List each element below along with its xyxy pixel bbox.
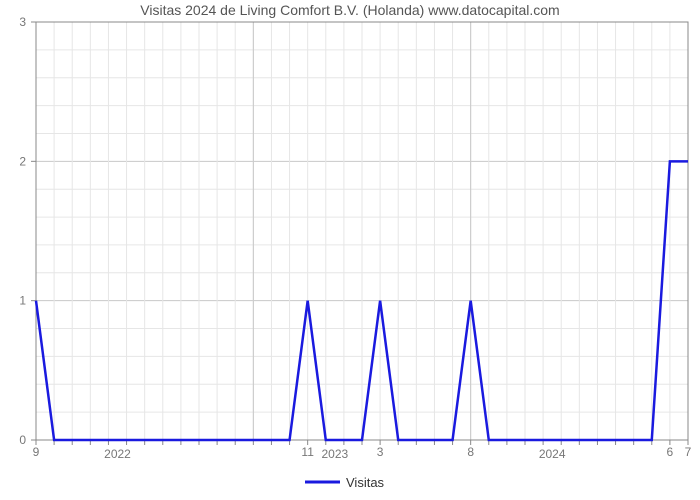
y-tick-label: 1 (19, 294, 26, 308)
legend-label: Visitas (346, 475, 385, 490)
point-label: 3 (377, 445, 384, 459)
point-label: 11 (301, 445, 314, 459)
x-tick-label: 2024 (539, 447, 566, 461)
point-label: 6 (667, 445, 674, 459)
point-label: 9 (33, 445, 40, 459)
y-tick-label: 0 (19, 433, 26, 447)
line-chart: 01232022202320249113867Visitas (0, 0, 700, 500)
chart-title: Visitas 2024 de Living Comfort B.V. (Hol… (0, 2, 700, 18)
y-tick-label: 2 (19, 154, 26, 168)
point-label: 8 (467, 445, 474, 459)
x-tick-label: 2022 (104, 447, 131, 461)
point-label: 7 (685, 445, 692, 459)
x-tick-label: 2023 (321, 447, 348, 461)
